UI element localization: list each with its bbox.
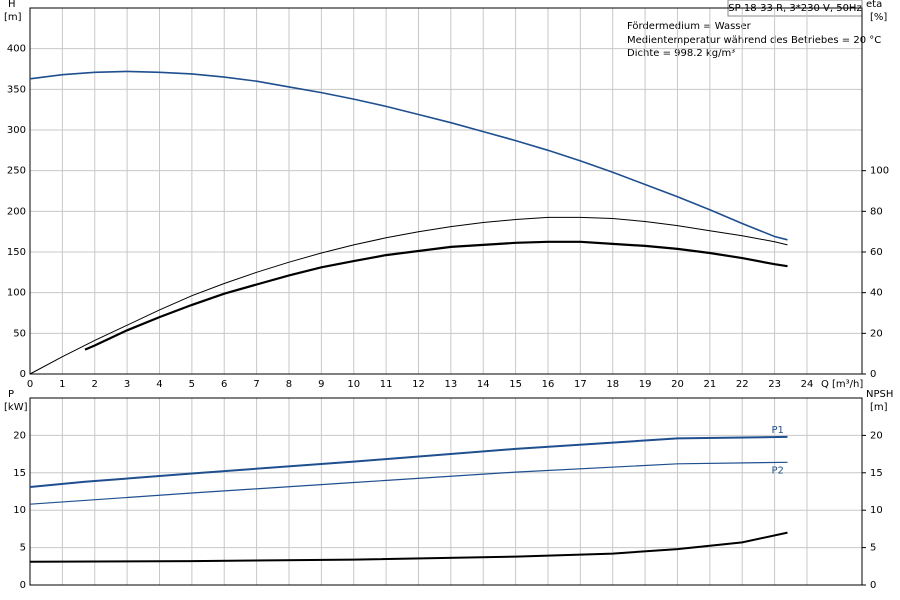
x-axis-label: Q [m³/h] (821, 379, 863, 390)
series-line (29, 216, 788, 375)
y-tick-label: 15 (13, 468, 26, 479)
x-tick-label: 1 (59, 379, 65, 390)
series-line (29, 70, 788, 241)
x-tick-label: 17 (574, 379, 587, 390)
plot-frame (29, 397, 863, 586)
y2-tick-label: 40 (870, 288, 883, 299)
series-line (29, 461, 788, 505)
x-tick-label: 22 (736, 379, 749, 390)
y-tick-label: 250 (7, 166, 26, 177)
x-tick-label: 3 (124, 379, 130, 390)
annotation: Fördermedium = Wasser (627, 21, 752, 32)
y2-tick-label: 0 (870, 369, 876, 380)
y2-tick-label: 60 (870, 247, 883, 258)
x-tick-label: 8 (286, 379, 292, 390)
y2-axis-label: NPSH (866, 389, 893, 400)
series-line (84, 240, 788, 351)
x-tick-label: 14 (477, 379, 490, 390)
y-axis-label: H (8, 0, 16, 10)
x-tick-label: 20 (671, 379, 684, 390)
x-tick-label: 2 (92, 379, 98, 390)
x-tick-label: 9 (318, 379, 324, 390)
y2-tick-label: 15 (870, 468, 883, 479)
x-tick-label: 0 (27, 379, 33, 390)
series-line (29, 435, 788, 488)
y-tick-label: 5 (20, 543, 26, 554)
x-tick-label: 19 (639, 379, 652, 390)
y-tick-label: 0 (20, 369, 26, 380)
y2-axis-unit: [%] (870, 12, 887, 23)
x-tick-label: 13 (444, 379, 457, 390)
x-tick-label: 23 (768, 379, 781, 390)
y2-axis-label: eta (866, 0, 882, 10)
y2-tick-label: 10 (870, 505, 883, 516)
x-tick-label: 4 (156, 379, 162, 390)
y-tick-label: 10 (13, 505, 26, 516)
series-label: P2 (772, 465, 784, 476)
y2-tick-label: 100 (870, 166, 889, 177)
y2-tick-label: 80 (870, 206, 883, 217)
x-tick-label: 11 (380, 379, 393, 390)
y-tick-label: 150 (7, 247, 26, 258)
series-line (29, 531, 788, 563)
x-tick-label: 6 (221, 379, 227, 390)
x-tick-label: 10 (347, 379, 360, 390)
series-label: P1 (772, 425, 784, 436)
x-tick-label: 16 (542, 379, 555, 390)
x-tick-label: 24 (801, 379, 814, 390)
y2-axis-unit: [m] (870, 402, 888, 413)
y-axis-unit: [kW] (4, 402, 28, 413)
y-tick-label: 400 (7, 44, 26, 55)
y-axis-label: P (8, 389, 14, 400)
y-tick-label: 20 (13, 430, 26, 441)
y-tick-label: 50 (13, 328, 26, 339)
annotation: Dichte = 998.2 kg/m³ (627, 48, 735, 59)
x-tick-label: 21 (703, 379, 716, 390)
x-tick-label: 7 (253, 379, 259, 390)
y2-tick-label: 20 (870, 328, 883, 339)
x-tick-label: 18 (606, 379, 619, 390)
x-tick-label: 5 (189, 379, 195, 390)
annotation: Medientemperatur während des Betriebes =… (627, 35, 881, 46)
plot-frame (29, 7, 863, 375)
y-axis-unit: [m] (4, 12, 22, 23)
y-tick-label: 350 (7, 84, 26, 95)
y-tick-label: 200 (7, 206, 26, 217)
y2-tick-label: 5 (870, 543, 876, 554)
x-tick-label: 12 (412, 379, 425, 390)
y-tick-label: 300 (7, 125, 26, 136)
y2-tick-label: 0 (870, 580, 876, 591)
y2-tick-label: 20 (870, 430, 883, 441)
y-tick-label: 100 (7, 288, 26, 299)
x-tick-label: 15 (509, 379, 522, 390)
y-tick-label: 0 (20, 580, 26, 591)
